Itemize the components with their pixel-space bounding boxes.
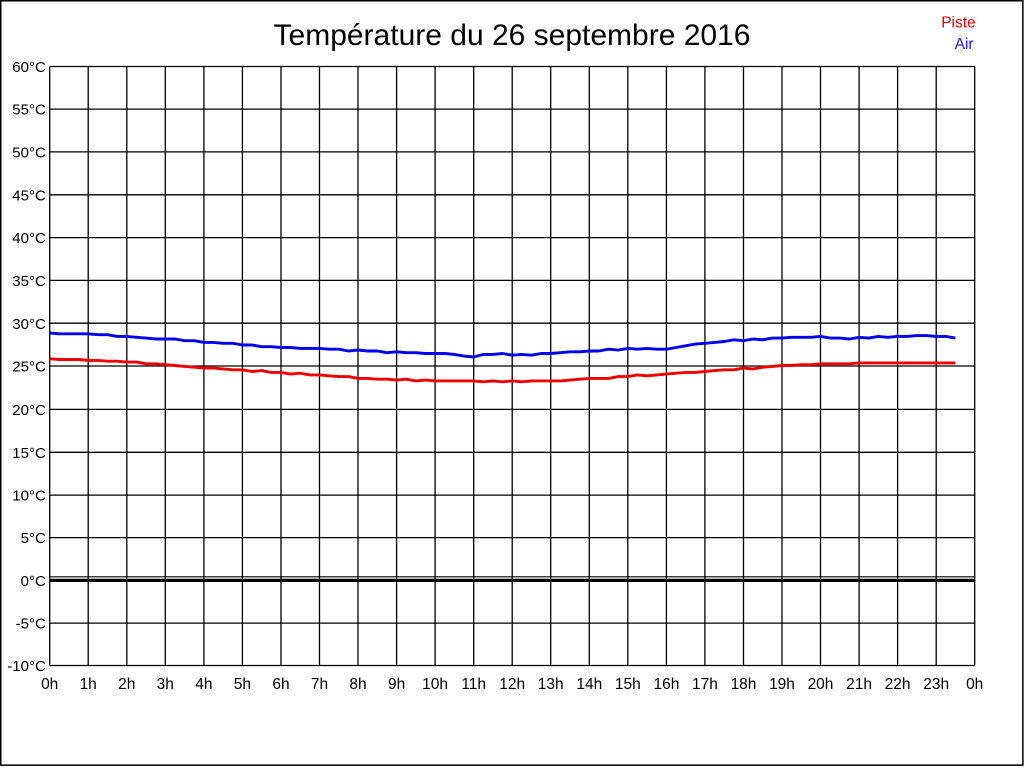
svg-text:0h: 0h [41, 676, 58, 693]
svg-text:6h: 6h [272, 676, 289, 693]
svg-text:13h: 13h [538, 676, 564, 693]
svg-text:-5°C: -5°C [16, 616, 46, 633]
svg-text:10h: 10h [422, 676, 448, 693]
svg-text:9h: 9h [388, 676, 405, 693]
svg-text:3h: 3h [157, 676, 174, 693]
svg-text:5h: 5h [234, 676, 251, 693]
svg-text:5°C: 5°C [21, 530, 46, 547]
svg-text:Piste: Piste [941, 14, 975, 31]
svg-text:2h: 2h [118, 676, 135, 693]
svg-text:16h: 16h [653, 676, 679, 693]
svg-text:55°C: 55°C [12, 102, 46, 119]
svg-text:22h: 22h [885, 676, 911, 693]
svg-text:15°C: 15°C [12, 445, 46, 462]
svg-text:20°C: 20°C [12, 402, 46, 419]
svg-text:30°C: 30°C [12, 316, 46, 333]
svg-text:Air: Air [955, 36, 974, 53]
svg-text:50°C: 50°C [12, 145, 46, 162]
svg-text:45°C: 45°C [12, 187, 46, 204]
svg-text:-10°C: -10°C [7, 658, 46, 675]
svg-text:60°C: 60°C [12, 59, 46, 76]
svg-text:0°C: 0°C [21, 573, 46, 590]
svg-text:15h: 15h [615, 676, 641, 693]
svg-text:1h: 1h [80, 676, 97, 693]
svg-text:8h: 8h [349, 676, 366, 693]
svg-text:0h: 0h [966, 676, 983, 693]
svg-text:12h: 12h [499, 676, 525, 693]
svg-text:35°C: 35°C [12, 273, 46, 290]
svg-text:18h: 18h [731, 676, 757, 693]
svg-text:7h: 7h [311, 676, 328, 693]
svg-text:21h: 21h [846, 676, 872, 693]
svg-text:11h: 11h [461, 676, 486, 693]
svg-text:10°C: 10°C [12, 488, 46, 505]
svg-text:19h: 19h [769, 676, 795, 693]
svg-text:40°C: 40°C [12, 230, 46, 247]
svg-text:20h: 20h [808, 676, 834, 693]
svg-text:25°C: 25°C [12, 359, 46, 376]
svg-text:4h: 4h [195, 676, 212, 693]
svg-text:14h: 14h [576, 676, 602, 693]
svg-text:23h: 23h [923, 676, 949, 693]
svg-text:Température du 26 septembre 20: Température du 26 septembre 2016 [274, 19, 751, 52]
svg-text:17h: 17h [692, 676, 718, 693]
